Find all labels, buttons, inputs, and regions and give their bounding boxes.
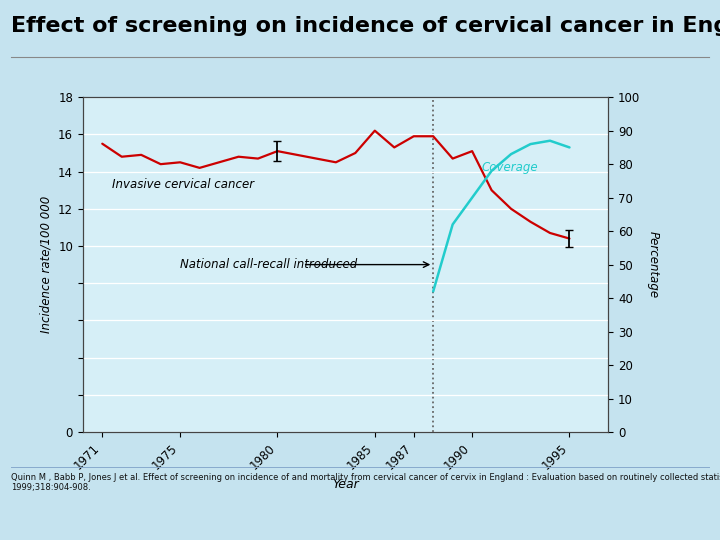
X-axis label: Year: Year (332, 478, 359, 491)
Text: Quinn M , Babb P, Jones J et al. Effect of screening on incidence of and mortali: Quinn M , Babb P, Jones J et al. Effect … (11, 472, 720, 492)
Y-axis label: Incidence rate/100 000: Incidence rate/100 000 (40, 196, 53, 333)
Text: National call-recall introduced: National call-recall introduced (180, 258, 357, 271)
Y-axis label: Percentage: Percentage (647, 231, 660, 298)
Text: Coverage: Coverage (482, 161, 539, 174)
Text: Invasive cervical cancer: Invasive cervical cancer (112, 178, 254, 191)
Text: Effect of screening on incidence of cervical cancer in England: Effect of screening on incidence of cerv… (11, 16, 720, 36)
